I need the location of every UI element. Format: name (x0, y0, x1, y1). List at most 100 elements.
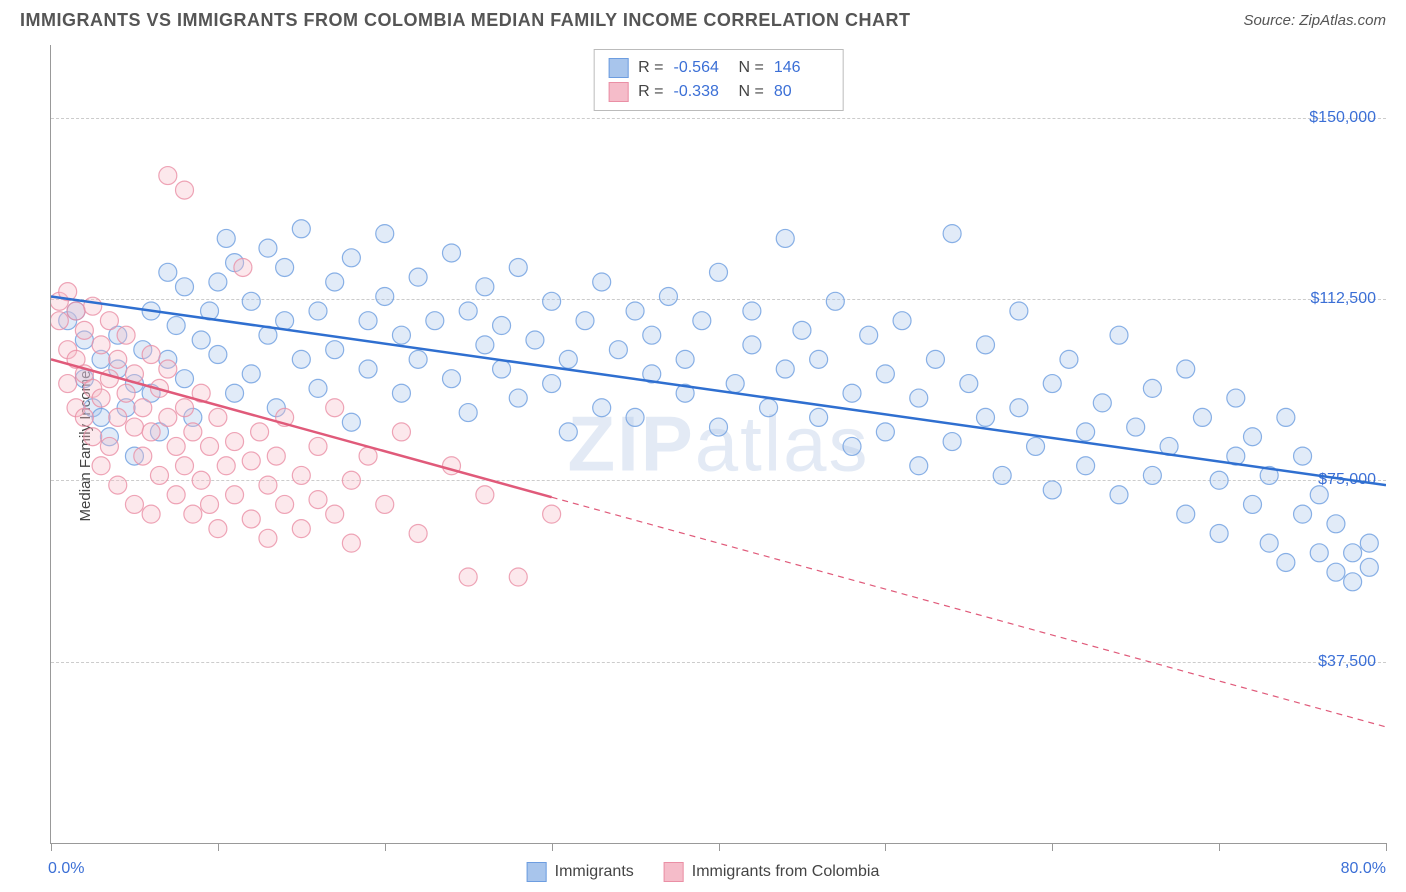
data-point (1110, 326, 1128, 344)
data-point (443, 244, 461, 262)
data-point (593, 273, 611, 291)
data-point (1077, 423, 1095, 441)
data-point (201, 437, 219, 455)
data-point (359, 312, 377, 330)
data-point (543, 505, 561, 523)
data-point (176, 370, 194, 388)
data-point (1260, 534, 1278, 552)
x-tick (51, 843, 52, 851)
data-point (159, 408, 177, 426)
data-point (259, 476, 277, 494)
data-point (201, 495, 219, 513)
data-point (226, 384, 244, 402)
data-point (226, 486, 244, 504)
data-point (1177, 360, 1195, 378)
data-point (167, 486, 185, 504)
data-point (309, 491, 327, 509)
data-point (292, 350, 310, 368)
data-point (376, 225, 394, 243)
data-point (910, 389, 928, 407)
data-point (776, 229, 794, 247)
data-point (893, 312, 911, 330)
data-point (843, 384, 861, 402)
data-point (826, 292, 844, 310)
data-point (125, 495, 143, 513)
data-point (860, 326, 878, 344)
data-point (142, 505, 160, 523)
legend-item-immigrants: Immigrants (527, 862, 634, 882)
data-point (159, 263, 177, 281)
data-point (1060, 350, 1078, 368)
data-point (276, 495, 294, 513)
data-point (309, 302, 327, 320)
data-point (92, 389, 110, 407)
data-point (176, 399, 194, 417)
swatch-colombia (608, 82, 628, 102)
data-point (209, 346, 227, 364)
data-point (226, 433, 244, 451)
data-point (167, 317, 185, 335)
data-point (609, 341, 627, 359)
data-point (84, 297, 102, 315)
data-point (1043, 481, 1061, 499)
data-point (167, 437, 185, 455)
data-point (209, 520, 227, 538)
data-point (977, 336, 995, 354)
data-point (92, 336, 110, 354)
data-point (743, 302, 761, 320)
data-point (142, 346, 160, 364)
data-point (409, 350, 427, 368)
data-point (342, 249, 360, 267)
data-point (100, 312, 118, 330)
data-point (100, 370, 118, 388)
x-tick (1386, 843, 1387, 851)
x-tick (1052, 843, 1053, 851)
data-point (1310, 544, 1328, 562)
data-point (117, 326, 135, 344)
data-point (342, 413, 360, 431)
data-point (1360, 534, 1378, 552)
data-point (342, 471, 360, 489)
chart-title: IMMIGRANTS VS IMMIGRANTS FROM COLOMBIA M… (20, 10, 910, 31)
data-point (392, 423, 410, 441)
data-point (251, 423, 269, 441)
data-point (92, 457, 110, 475)
data-point (943, 225, 961, 243)
data-point (643, 326, 661, 344)
data-point (309, 379, 327, 397)
data-point (476, 278, 494, 296)
data-point (659, 287, 677, 305)
data-point (793, 321, 811, 339)
data-point (526, 331, 544, 349)
data-point (392, 384, 410, 402)
data-point (1077, 457, 1095, 475)
data-point (926, 350, 944, 368)
correlation-legend: R =-0.564 N =146 R =-0.338 N =80 (593, 49, 844, 111)
data-point (1193, 408, 1211, 426)
data-point (760, 399, 778, 417)
data-point (376, 495, 394, 513)
data-point (242, 452, 260, 470)
data-point (1310, 486, 1328, 504)
data-point (217, 457, 235, 475)
x-tick (385, 843, 386, 851)
data-point (242, 365, 260, 383)
data-point (125, 418, 143, 436)
data-point (1043, 375, 1061, 393)
data-point (509, 258, 527, 276)
legend-row-colombia: R =-0.338 N =80 (608, 80, 829, 104)
data-point (476, 486, 494, 504)
swatch-colombia-bottom (664, 862, 684, 882)
data-point (134, 447, 152, 465)
data-point (276, 312, 294, 330)
data-point (217, 229, 235, 247)
data-point (459, 568, 477, 586)
data-point (176, 457, 194, 475)
data-point (943, 433, 961, 451)
regression-line-dashed (552, 497, 1386, 727)
data-point (1277, 408, 1295, 426)
data-point (493, 317, 511, 335)
data-point (326, 399, 344, 417)
data-point (1127, 418, 1145, 436)
x-tick (552, 843, 553, 851)
